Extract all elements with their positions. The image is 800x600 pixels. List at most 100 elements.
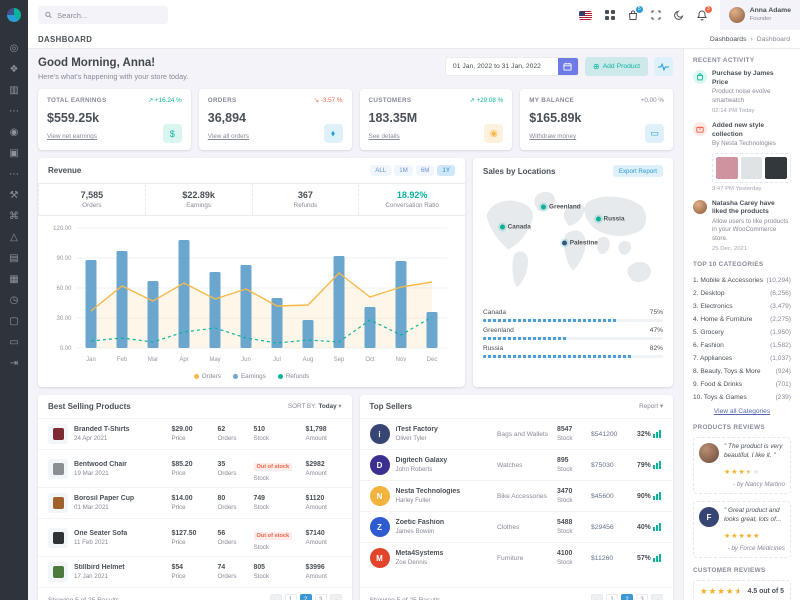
activity-title[interactable]: Purchase by James Price: [712, 70, 774, 86]
sidebar-menu-icon[interactable]: ⇥: [9, 358, 19, 369]
sidebar-menu-icon[interactable]: ◷: [9, 295, 19, 306]
sidebar-menu-icon[interactable]: ⋯: [9, 169, 19, 180]
stat-link[interactable]: View all orders: [207, 133, 249, 140]
seller-company[interactable]: Zoetic Fashion: [395, 519, 445, 526]
breadcrumb-root[interactable]: Dashboards: [709, 35, 747, 43]
apps-grid-button[interactable]: [604, 10, 615, 20]
tab-all[interactable]: ALL: [370, 165, 392, 176]
seller-company[interactable]: Digitech Galaxy: [395, 457, 448, 464]
language-flag-button[interactable]: [578, 10, 592, 20]
seller-row[interactable]: i iTest Factory Oliver Tyler Bags and Wa…: [359, 418, 673, 449]
category-row[interactable]: 4. Home & Furniture (2,275): [693, 313, 791, 326]
pagination-next[interactable]: →: [651, 594, 663, 600]
sidebar-menu-icon[interactable]: ⚒: [9, 190, 19, 201]
seller-company[interactable]: Nesta Technologies: [395, 488, 461, 495]
category-row[interactable]: 6. Fashion (1,582): [693, 339, 791, 352]
product-name[interactable]: Branded T-Shirts: [74, 426, 130, 433]
pagination-page-1[interactable]: 1: [606, 594, 618, 600]
pagination-page-3[interactable]: 3: [314, 594, 327, 600]
category-row[interactable]: 10. Toys & Games (239): [693, 391, 791, 404]
dark-mode-button[interactable]: [673, 10, 684, 20]
map-marker[interactable]: Russia: [595, 215, 625, 222]
product-name[interactable]: Stillbird Helmet: [74, 564, 125, 571]
sidebar-menu-icon[interactable]: ▭: [9, 337, 19, 348]
collection-thumbnail[interactable]: [716, 156, 738, 179]
product-name[interactable]: Bentwood Chair: [74, 460, 127, 468]
sort-by-dropdown[interactable]: SORT BY: Today ▾: [288, 403, 342, 410]
pagination-prev[interactable]: ←: [269, 594, 282, 600]
activity-title[interactable]: Added new style collection: [712, 122, 765, 138]
sidebar-menu-icon[interactable]: ▦: [9, 274, 19, 285]
tab-6m[interactable]: 6M: [415, 165, 435, 176]
view-all-categories-link[interactable]: View all Categories: [713, 408, 771, 416]
export-report-button[interactable]: Export Report: [612, 165, 663, 177]
product-row[interactable]: One Seater Sofa 11 Feb 2021 $127.50 Price…: [38, 518, 352, 556]
sidebar-menu-icon[interactable]: ▣: [9, 148, 19, 159]
tab-1m[interactable]: 1M: [394, 165, 413, 176]
category-row[interactable]: 3. Electronics (3,479): [693, 300, 791, 313]
category-row[interactable]: 7. Appliances (1,037): [693, 352, 791, 365]
product-name[interactable]: One Seater Sofa: [74, 529, 128, 537]
tab-1y[interactable]: 1Y: [437, 165, 455, 176]
map-marker[interactable]: Canada: [499, 223, 531, 230]
sidebar-menu-icon[interactable]: △: [10, 232, 18, 243]
product-name[interactable]: Borosil Paper Cup: [74, 495, 135, 502]
seller-company[interactable]: Meta4Systems: [395, 550, 444, 557]
product-amount: $3996: [305, 564, 325, 571]
stat-link[interactable]: See details: [368, 133, 400, 140]
sidebar-menu-icon[interactable]: ⋯: [9, 106, 19, 117]
date-range-input[interactable]: [445, 58, 558, 75]
stat-link[interactable]: View net earnings: [47, 133, 97, 140]
add-product-button[interactable]: ⊕ Add Product: [584, 57, 648, 76]
app-logo[interactable]: [0, 0, 28, 30]
activity-button[interactable]: [654, 57, 673, 76]
seller-row[interactable]: M Meta4Systems Zoe Dennis Furniture 4100…: [359, 542, 673, 573]
category-row[interactable]: 2. Desktop (6,256): [693, 287, 791, 300]
pagination-page-2[interactable]: 2: [621, 594, 633, 600]
seller-company[interactable]: iTest Factory: [395, 426, 438, 433]
activity-title[interactable]: Natasha Carey have liked the products: [712, 199, 775, 216]
pagination-page-3[interactable]: 3: [636, 594, 648, 600]
sidebar-menu-icon[interactable]: ❖: [9, 64, 19, 75]
page-header: DASHBOARD Dashboards › Dashboard: [28, 30, 800, 49]
collection-thumbnail[interactable]: [740, 156, 763, 179]
fullscreen-button[interactable]: [651, 10, 661, 20]
product-amount: $1,798: [305, 426, 327, 433]
sidebar-menu-icon[interactable]: ▢: [9, 316, 19, 327]
amount-label: Amount: [305, 435, 327, 442]
search-input[interactable]: [57, 10, 161, 20]
pagination-page-2[interactable]: 2: [299, 594, 312, 600]
product-row[interactable]: Bentwood Chair 19 Mar 2021 $85.20 Price 3…: [38, 449, 352, 487]
category-row[interactable]: 5. Grocery (1,950): [693, 326, 791, 339]
product-row[interactable]: Borosil Paper Cup 01 Mar 2021 $14.00 Pric…: [38, 487, 352, 518]
pagination-page-1[interactable]: 1: [284, 594, 297, 600]
seller-category: Watches: [497, 461, 523, 469]
map-marker[interactable]: Greenland: [541, 204, 581, 211]
report-dropdown[interactable]: Report ▾: [639, 403, 663, 410]
calendar-button[interactable]: [557, 58, 578, 75]
stat-link[interactable]: Withdraw money: [529, 133, 577, 140]
sidebar-menu-icon[interactable]: ⌘: [9, 211, 19, 222]
collection-thumbnail[interactable]: [765, 156, 788, 179]
category-row[interactable]: 1. Mobile & Accessories (10,294): [693, 274, 791, 287]
seller-row[interactable]: Z Zoetic Fashion James Bowen Clothes 548…: [359, 511, 673, 542]
sidebar-menu-icon[interactable]: ◎: [9, 43, 19, 54]
pagination-prev[interactable]: ←: [591, 594, 603, 600]
cart-button[interactable]: 5: [628, 5, 643, 21]
sidebar-menu-icon[interactable]: ◉: [9, 127, 19, 138]
product-row[interactable]: Branded T-Shirts 24 Apr 2021 $29.00 Price…: [38, 418, 352, 449]
page-title: DASHBOARD: [38, 34, 93, 44]
pagination-next[interactable]: →: [329, 594, 342, 600]
sidebar-menu-icon[interactable]: ▤: [9, 253, 19, 264]
product-row[interactable]: Stillbird Helmet 17 Jan 2021 $54 Price 74…: [38, 556, 352, 587]
user-menu[interactable]: Anna Adame Founder: [719, 0, 800, 30]
seller-row[interactable]: N Nesta Technologies Harley Fuller Bike …: [359, 480, 673, 511]
map-marker[interactable]: Palestine: [561, 240, 598, 247]
global-search[interactable]: [38, 6, 168, 24]
category-row[interactable]: 8. Beauty, Toys & More (924): [693, 365, 791, 378]
notifications-button[interactable]: 3: [696, 5, 712, 21]
category-row[interactable]: 9. Food & Drinks (701): [693, 378, 791, 391]
category-count: (1,037): [770, 355, 791, 363]
seller-row[interactable]: D Digitech Galaxy John Roberts Watches 8…: [359, 449, 673, 480]
sidebar-menu-icon[interactable]: ▥: [9, 85, 19, 96]
